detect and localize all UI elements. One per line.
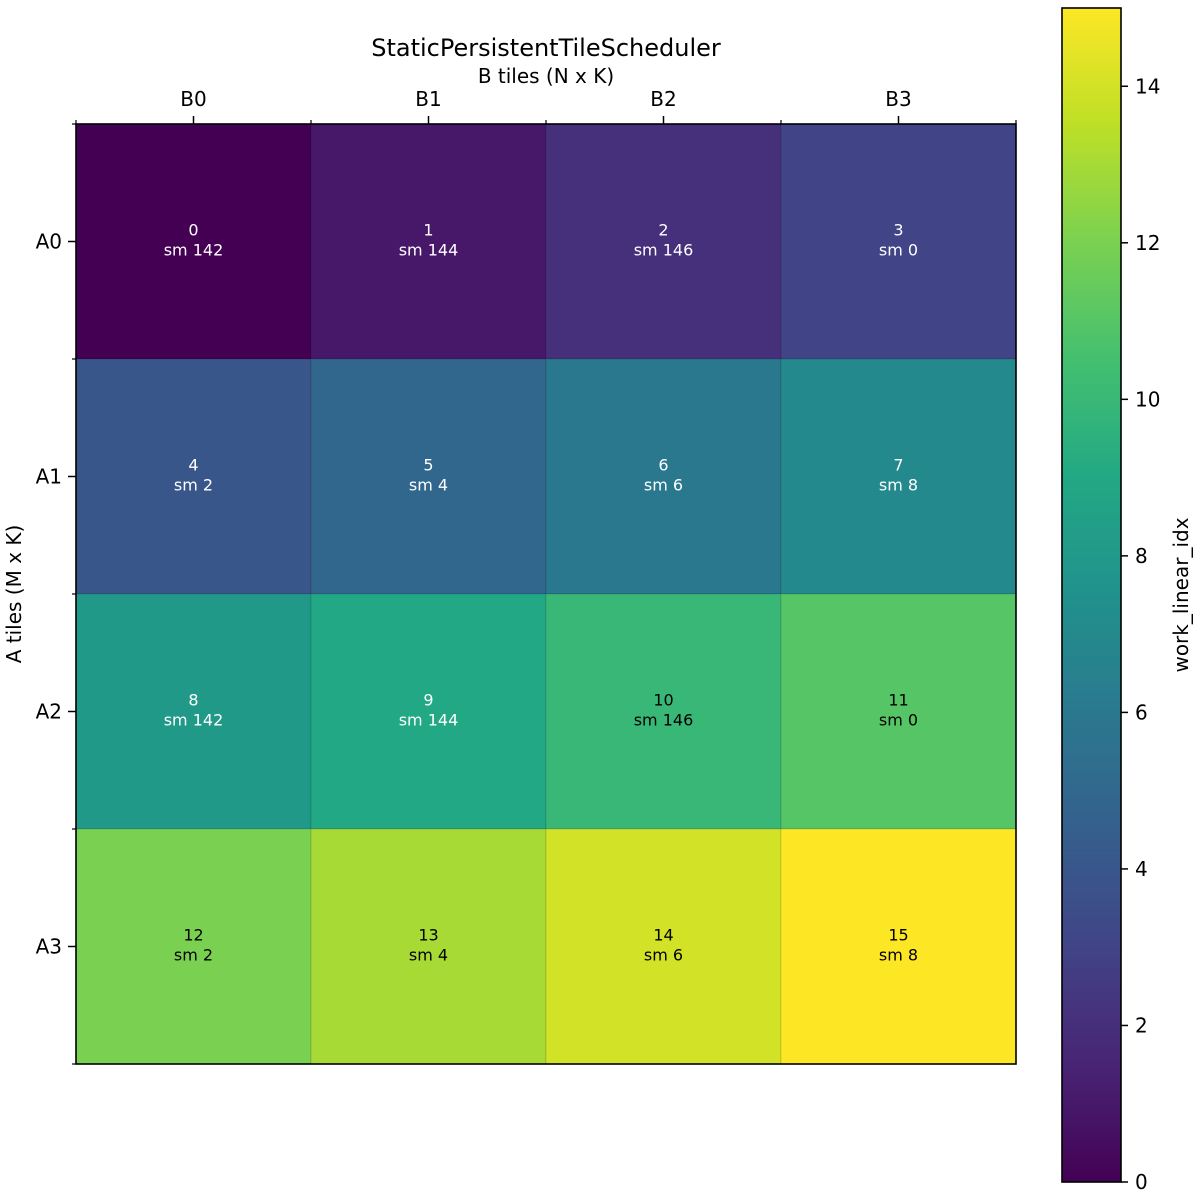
heatmap-cell	[545, 358, 782, 595]
colorbar-tick-label: 10	[1135, 387, 1160, 411]
y-tick-label: A1	[36, 465, 62, 489]
x-tick-label: B1	[415, 87, 441, 111]
heatmap-cell	[310, 828, 547, 1065]
cell-index-label: 10	[653, 691, 673, 710]
cell-sm-label: sm 146	[634, 241, 694, 260]
heatmap-cell	[780, 358, 1017, 595]
chart-title: StaticPersistentTileScheduler	[371, 34, 721, 62]
cell-sm-label: sm 6	[644, 946, 683, 965]
heatmap-cell	[780, 828, 1017, 1065]
cell-index-label: 1	[423, 221, 433, 240]
heatmap-cell	[545, 828, 782, 1065]
y-axis-ticks: A0 A1 A2 A3	[36, 123, 76, 1065]
cell-sm-label: sm 0	[879, 711, 918, 730]
y-axis-label: A tiles (M x K)	[2, 525, 26, 664]
colorbar-tick-label: 4	[1135, 857, 1148, 881]
colorbar-tick-label: 12	[1135, 231, 1160, 255]
cell-index-label: 4	[188, 456, 198, 475]
colorbar-ticks: 0 2 4 6 8 10 12 14	[1121, 74, 1160, 1194]
cell-sm-label: sm 6	[644, 476, 683, 495]
x-tick-label: B2	[650, 87, 676, 111]
cell-index-label: 3	[893, 221, 903, 240]
colorbar	[1061, 7, 1122, 1183]
x-axis-ticks: B0 B1 B2 B3	[75, 87, 1017, 124]
cell-index-label: 0	[188, 221, 198, 240]
cell-index-label: 2	[658, 221, 668, 240]
cell-sm-label: sm 2	[174, 946, 213, 965]
colorbar-tick-label: 0	[1135, 1170, 1148, 1194]
cell-index-label: 5	[423, 456, 433, 475]
cell-index-label: 13	[418, 926, 438, 945]
cell-sm-label: sm 142	[164, 241, 224, 260]
cell-sm-label: sm 144	[399, 241, 459, 260]
cell-index-label: 9	[423, 691, 433, 710]
heatmap-cell	[780, 593, 1017, 830]
y-tick-label: A2	[36, 700, 62, 724]
cell-index-label: 12	[183, 926, 203, 945]
cell-sm-label: sm 142	[164, 711, 224, 730]
heatmap-cell	[310, 358, 547, 595]
cell-sm-label: sm 144	[399, 711, 459, 730]
cell-sm-label: sm 2	[174, 476, 213, 495]
cell-sm-label: sm 4	[409, 946, 448, 965]
cell-index-label: 6	[658, 456, 668, 475]
heatmap-cell	[310, 123, 547, 360]
cell-sm-label: sm 8	[879, 946, 918, 965]
cell-sm-label: sm 4	[409, 476, 448, 495]
cell-index-label: 14	[653, 926, 673, 945]
x-axis-label: B tiles (N x K)	[478, 64, 614, 88]
cell-index-label: 15	[888, 926, 908, 945]
cell-sm-label: sm 146	[634, 711, 694, 730]
y-tick-label: A3	[36, 935, 62, 959]
x-tick-label: B3	[885, 87, 911, 111]
colorbar-tick-label: 6	[1135, 700, 1148, 724]
heatmap-cell	[75, 123, 312, 360]
heatmap-cells	[75, 123, 1017, 1065]
cell-index-label: 11	[888, 691, 908, 710]
heatmap-cell	[780, 123, 1017, 360]
heatmap-cell	[310, 593, 547, 830]
cell-sm-label: sm 0	[879, 241, 918, 260]
cell-index-label: 8	[188, 691, 198, 710]
cell-index-label: 7	[893, 456, 903, 475]
colorbar-tick-label: 8	[1135, 544, 1148, 568]
colorbar-tick-label: 2	[1135, 1013, 1148, 1037]
colorbar-tick-label: 14	[1135, 74, 1160, 98]
heatmap-cell	[75, 828, 312, 1065]
y-tick-label: A0	[36, 230, 62, 254]
colorbar-label: work_linear_idx	[1169, 517, 1193, 672]
x-tick-label: B0	[180, 87, 206, 111]
cell-sm-label: sm 8	[879, 476, 918, 495]
heatmap-cell	[75, 358, 312, 595]
